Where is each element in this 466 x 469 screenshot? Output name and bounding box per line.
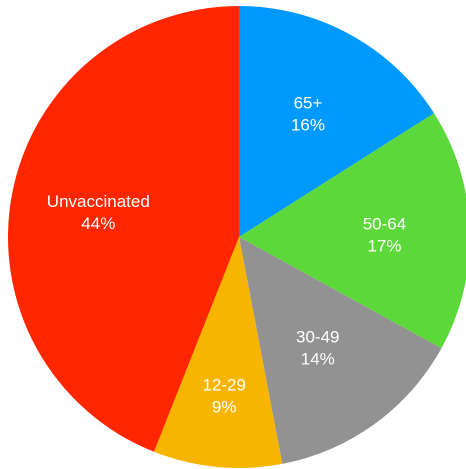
slice-value-30-49: 14%: [301, 349, 335, 368]
pie-slice-30-49: [239, 237, 442, 464]
slice-value-12-29: 9%: [212, 397, 237, 416]
pie-slice-50-64: [239, 113, 466, 349]
slice-label-65-plus: 65+: [294, 93, 323, 112]
pie-slice-unvaccinated: [7, 6, 240, 452]
slice-value-unvaccinated: 44%: [81, 214, 115, 233]
slice-label-50-64: 50-64: [363, 214, 406, 233]
pie-slices: [7, 6, 466, 469]
slice-value-65-plus: 16%: [291, 115, 325, 134]
slice-value-50-64: 17%: [367, 236, 401, 255]
slice-label-unvaccinated: Unvaccinated: [47, 192, 150, 211]
slice-label-12-29: 12-29: [202, 375, 245, 394]
pie-slice-65-plus: [239, 6, 435, 237]
pie-slice-12-29: [153, 237, 283, 469]
slice-label-30-49: 30-49: [296, 327, 339, 346]
pie-labels: 65+ 16% 50-64 17% 30-49 14% 12-29 9% Unvaccinate…: [47, 93, 406, 416]
